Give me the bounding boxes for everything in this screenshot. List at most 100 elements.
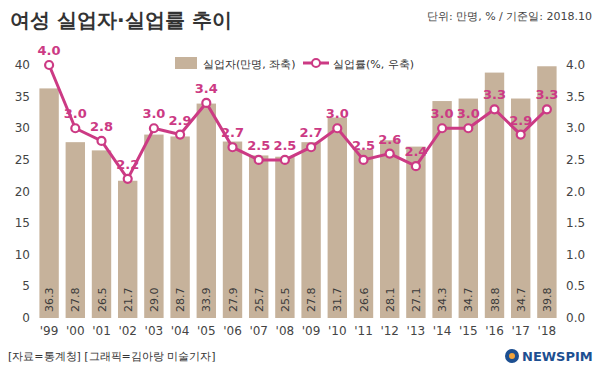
bar xyxy=(275,157,294,318)
bar-label: 38.8 xyxy=(489,288,502,313)
line-marker xyxy=(464,124,472,132)
bar xyxy=(301,142,320,318)
bar xyxy=(459,99,478,318)
line-label: 2.7 xyxy=(300,125,323,140)
line-marker xyxy=(517,131,525,139)
y2-tick xyxy=(560,128,563,129)
line-marker xyxy=(333,124,341,132)
line-marker xyxy=(307,143,315,151)
line-label: 3.0 xyxy=(457,106,480,121)
x-tick-label: '08 xyxy=(276,324,295,338)
bar xyxy=(406,147,425,318)
y-tick xyxy=(33,128,36,129)
y2-tick xyxy=(560,286,563,287)
line-marker xyxy=(281,156,289,164)
x-tick-label: '09 xyxy=(302,324,321,338)
bar xyxy=(197,104,216,318)
line-marker xyxy=(386,150,394,158)
y-tick-label: 35 xyxy=(15,90,30,104)
x-tick-label: '12 xyxy=(380,324,399,338)
line-marker xyxy=(98,137,106,145)
y-tick-label: 25 xyxy=(15,153,30,167)
y-tick xyxy=(33,286,36,287)
y2-tick-label: 4.0 xyxy=(566,58,585,72)
bar-label: 27.8 xyxy=(305,288,318,313)
y2-tick xyxy=(560,318,563,319)
bar-label: 26.6 xyxy=(358,288,371,313)
legend-marker xyxy=(312,59,320,67)
x-tick-label: '03 xyxy=(145,324,164,338)
y2-tick xyxy=(560,223,563,224)
y-tick xyxy=(33,223,36,224)
bar-label: 34.7 xyxy=(462,288,475,313)
y-tick-label: 0 xyxy=(22,311,30,325)
y2-tick xyxy=(560,96,563,97)
line-label: 2.5 xyxy=(273,138,296,153)
line-label: 2.4 xyxy=(404,144,427,159)
legend: 실업자(만명, 좌축)실업률(%, 우축) xyxy=(175,57,414,71)
line-label: 2.6 xyxy=(378,132,401,147)
bar xyxy=(66,142,85,318)
y2-tick xyxy=(560,191,563,192)
line-marker xyxy=(229,143,237,151)
line-marker xyxy=(438,124,446,132)
x-tick-label: '16 xyxy=(485,324,504,338)
bar-label: 33.9 xyxy=(200,288,213,313)
bar xyxy=(380,140,399,318)
logo: NEWSPIM xyxy=(522,349,593,364)
line-label: 3.3 xyxy=(483,87,506,102)
bar-label: 34.7 xyxy=(515,288,528,313)
line-label: 2.9 xyxy=(509,113,532,128)
legend-swatch xyxy=(175,57,197,69)
y-tick-label: 30 xyxy=(15,121,30,135)
bar xyxy=(118,181,137,318)
y2-tick xyxy=(560,159,563,160)
bar xyxy=(328,117,347,318)
bar xyxy=(170,136,189,318)
line-marker xyxy=(71,124,79,132)
bar-label: 21.7 xyxy=(122,288,135,313)
y-tick-label: 10 xyxy=(15,248,30,262)
bar xyxy=(144,135,163,318)
line xyxy=(49,65,547,179)
line-marker xyxy=(150,124,158,132)
x-tick-label: '17 xyxy=(511,324,530,338)
y-tick xyxy=(33,191,36,192)
bar-label: 29.0 xyxy=(148,288,161,313)
subtitle: 단위: 만명, % / 기준일: 2018.10 xyxy=(427,10,592,23)
line-marker xyxy=(543,105,551,113)
bar-label: 27.9 xyxy=(227,288,240,313)
line-label: 4.0 xyxy=(38,43,61,58)
x-tick-label: '01 xyxy=(92,324,111,338)
legend-label: 실업률(%, 우축) xyxy=(333,58,414,71)
line-label: 2.5 xyxy=(352,138,375,153)
bar-label: 25.7 xyxy=(253,288,266,313)
line-label: 2.9 xyxy=(169,113,192,128)
logo-icon-dot xyxy=(509,353,515,359)
line-label: 3.4 xyxy=(195,81,218,96)
y-tick-label: 40 xyxy=(15,58,30,72)
x-tick-label: '10 xyxy=(328,324,347,338)
source: [자료=통계청] [그래픽=김아랑 미술기자] xyxy=(8,350,216,363)
x-tick-label: '06 xyxy=(223,324,242,338)
y2-tick xyxy=(560,65,563,66)
data-labels: 36.327.826.521.729.028.733.927.925.725.5… xyxy=(38,43,559,312)
bar-label: 27.8 xyxy=(69,288,82,313)
bar-label: 27.1 xyxy=(410,288,423,313)
y2-tick-label: 1.5 xyxy=(566,216,585,230)
y2-tick xyxy=(560,254,563,255)
bar xyxy=(432,101,451,318)
bar xyxy=(354,150,373,318)
y-tick xyxy=(33,96,36,97)
bar-label: 26.5 xyxy=(96,288,109,313)
line-marker xyxy=(255,156,263,164)
line-marker xyxy=(412,162,420,170)
line-marker xyxy=(202,99,210,107)
y-tick xyxy=(33,65,36,66)
bar-label: 28.1 xyxy=(384,288,397,313)
bar xyxy=(223,142,242,318)
x-tick-label: '99 xyxy=(40,324,59,338)
bar-label: 36.3 xyxy=(43,288,56,313)
chart: 여성 실업자·실업률 추이단위: 만명, % / 기준일: 2018.10051… xyxy=(0,0,600,376)
y-tick-label: 5 xyxy=(22,279,30,293)
